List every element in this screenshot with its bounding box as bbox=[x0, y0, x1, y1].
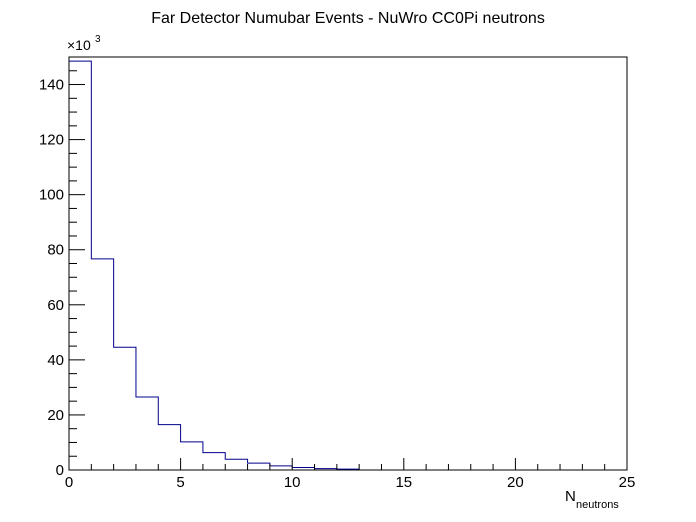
y-tick-label: 40 bbox=[47, 352, 64, 369]
y-tick-label: 60 bbox=[47, 297, 64, 314]
x-tick-label: 25 bbox=[619, 474, 636, 491]
y-multiplier-prefix: ×10 bbox=[67, 37, 91, 53]
histogram-bar bbox=[225, 459, 247, 470]
histogram-bar bbox=[203, 453, 225, 470]
histogram-outline bbox=[69, 60, 360, 470]
y-tick-label: 0 bbox=[56, 462, 64, 479]
x-tick-label: 10 bbox=[284, 474, 301, 491]
histogram-layer bbox=[69, 60, 360, 470]
histogram-bar bbox=[270, 466, 292, 470]
histogram-bar bbox=[114, 347, 136, 470]
x-tick-label: 15 bbox=[395, 474, 412, 491]
y-tick-label: 80 bbox=[47, 242, 64, 259]
plot-frame bbox=[68, 56, 628, 471]
histogram-bar bbox=[248, 463, 270, 470]
x-axis-title: N neutrons bbox=[565, 488, 619, 511]
x-tick-label: 5 bbox=[176, 474, 184, 491]
histogram-bar bbox=[69, 61, 91, 470]
chart-title: Far Detector Numubar Events - NuWro CC0P… bbox=[151, 10, 545, 27]
histogram-bar bbox=[136, 397, 158, 470]
y-multiplier-exponent: 3 bbox=[95, 34, 101, 45]
x-axis-label-main: N bbox=[565, 488, 576, 505]
x-axis: 0 5 10 15 20 25 bbox=[65, 458, 636, 491]
y-tick-label: 100 bbox=[39, 187, 64, 204]
histogram-bar bbox=[91, 259, 113, 470]
x-axis-label-subscript: neutrons bbox=[576, 499, 619, 511]
histogram-bar bbox=[158, 425, 180, 470]
y-tick-label: 140 bbox=[39, 77, 64, 94]
y-tick-label: 20 bbox=[47, 407, 64, 424]
y-axis: 0 20 40 60 80 100 120 140 bbox=[39, 56, 85, 479]
x-tick-label: 0 bbox=[65, 474, 73, 491]
x-tick-label: 20 bbox=[507, 474, 524, 491]
y-tick-label: 120 bbox=[39, 132, 64, 149]
y-multiplier: ×10 3 bbox=[67, 34, 101, 53]
histogram-bar bbox=[181, 442, 203, 470]
